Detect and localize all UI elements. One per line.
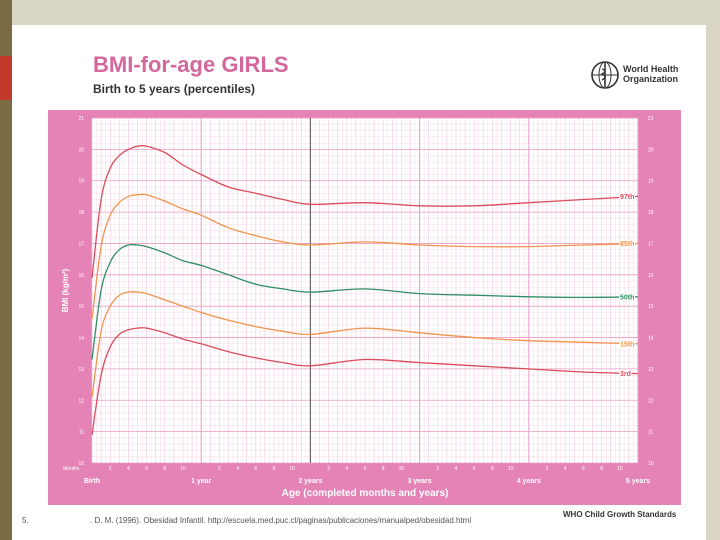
series-line-p50	[91, 243, 639, 360]
chart-title: BMI-for-age GIRLS	[93, 52, 289, 77]
x-tick-label: 8	[163, 466, 166, 472]
y-tick-label-left: 10	[78, 461, 84, 467]
x-tick-label: 2	[546, 466, 549, 472]
series-line-p85	[91, 193, 639, 319]
x-tick-label: 4	[564, 466, 567, 472]
x-tick-label: 2	[218, 466, 221, 472]
x-tick-label: 10	[617, 466, 623, 472]
y-tick-label-right: 17	[648, 241, 654, 247]
source-citation: . D. M. (1996). Obesidad Infantil. http:…	[90, 516, 472, 525]
y-tick-label-left: 13	[78, 367, 84, 373]
x-months-label: Months	[63, 466, 80, 472]
y-tick-label-left: 15	[78, 304, 84, 310]
x-tick-label: 6	[145, 466, 148, 472]
y-tick-label-right: 15	[648, 304, 654, 310]
slide-left-accent	[0, 56, 12, 100]
page-number: 5.	[22, 516, 29, 525]
x-tick-label: 2	[327, 466, 330, 472]
chart-subtitle: Birth to 5 years (percentiles)	[93, 82, 256, 96]
y-tick-label-right: 10	[648, 461, 654, 467]
y-tick-label-left: 12	[78, 398, 84, 404]
x-tick-label: 6	[254, 466, 257, 472]
y-tick-label-left: 14	[78, 336, 84, 342]
x-major-tick-label: 5 years	[626, 478, 650, 485]
y-tick-label-right: 12	[648, 398, 654, 404]
x-tick-label: 8	[600, 466, 603, 472]
x-tick-label: 8	[491, 466, 494, 472]
series-label-p50: 50th	[620, 294, 634, 301]
x-tick-label: 8	[273, 466, 276, 472]
who-standards-label: WHO Child Growth Standards	[563, 510, 677, 519]
y-axis-label: BMI (kg/m²)	[61, 268, 70, 312]
y-tick-label-left: 17	[78, 241, 84, 247]
series-label-p85: 85th	[620, 241, 634, 248]
slide-left-strip	[0, 0, 12, 540]
y-tick-label-right: 21	[648, 116, 654, 122]
x-tick-label: 6	[473, 466, 476, 472]
who-name-line1: World Health	[623, 64, 679, 74]
who-name-line2: Organization	[623, 74, 679, 84]
y-tick-label-left: 19	[78, 179, 84, 185]
x-tick-label: 4	[345, 466, 348, 472]
series-label-p15: 15th	[620, 341, 634, 348]
x-major-tick-label: 3 years	[408, 478, 432, 485]
x-tick-label: 2	[436, 466, 439, 472]
x-tick-label: 6	[364, 466, 367, 472]
who-name: World Health Organization	[623, 64, 683, 84]
series-label-p97: 97th	[620, 194, 634, 201]
y-tick-label-left: 18	[78, 210, 84, 216]
x-tick-label: 4	[455, 466, 458, 472]
series-line-p15	[91, 291, 639, 398]
x-tick-label: 10	[180, 466, 186, 472]
y-tick-label-right: 18	[648, 210, 654, 216]
y-tick-label-left: 16	[78, 273, 84, 279]
y-tick-label-right: 13	[648, 367, 654, 373]
y-tick-label-right: 20	[648, 147, 654, 153]
y-tick-label-right: 19	[648, 179, 654, 185]
x-tick-label: 6	[582, 466, 585, 472]
x-tick-label: 10	[399, 466, 405, 472]
x-tick-label: 10	[508, 466, 514, 472]
y-tick-label-left: 21	[78, 116, 84, 122]
y-tick-label-right: 14	[648, 336, 654, 342]
x-tick-label: 8	[382, 466, 385, 472]
x-tick-label: 10	[289, 466, 295, 472]
y-tick-label-left: 11	[79, 430, 84, 436]
y-tick-label-right: 16	[648, 273, 654, 279]
y-tick-label-right: 11	[648, 430, 653, 436]
y-tick-label-left: 20	[78, 147, 84, 153]
x-tick-label: 4	[127, 466, 130, 472]
x-major-tick-label: 2 years	[298, 478, 322, 485]
x-tick-label: 2	[109, 466, 112, 472]
series-line-p97	[91, 144, 639, 279]
x-major-tick-label: 4 years	[517, 478, 541, 485]
x-axis-label: Age (completed months and years)	[282, 488, 449, 499]
series-label-p3: 3rd	[620, 371, 631, 378]
x-tick-label: 4	[236, 466, 239, 472]
x-major-tick-label: 1 year	[191, 478, 212, 485]
who-emblem-icon	[591, 61, 619, 89]
series-line-p3	[91, 327, 639, 435]
x-major-tick-label: Birth	[84, 478, 100, 485]
